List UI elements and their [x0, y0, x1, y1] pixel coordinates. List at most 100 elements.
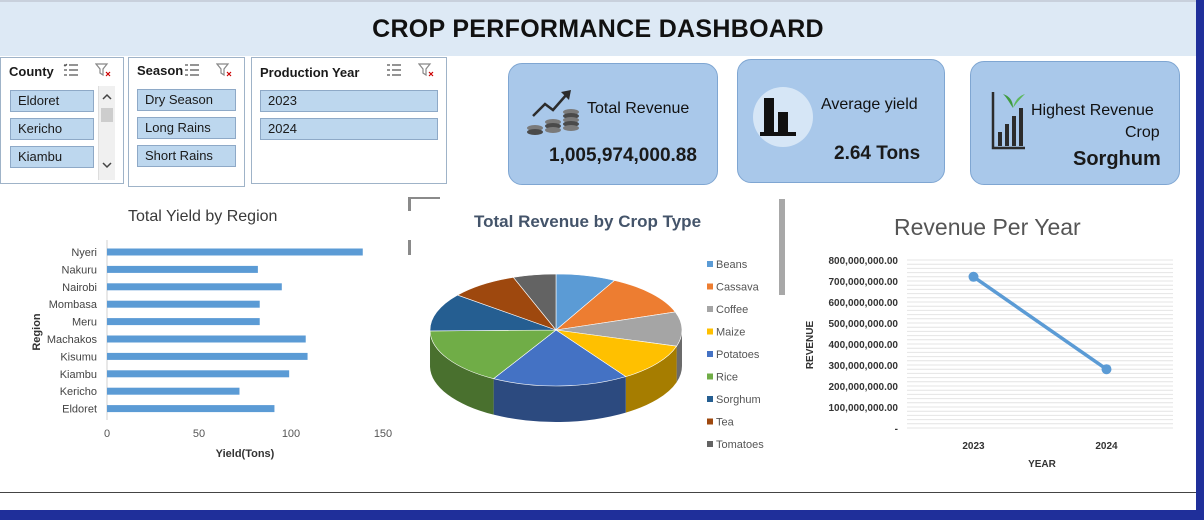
line-y-tick-label: 100,000,000.00: [828, 403, 898, 414]
county-item-kiambu[interactable]: Kiambu: [10, 146, 94, 168]
bar-meru: [107, 318, 260, 326]
window-right-border: [1196, 0, 1204, 520]
legend-label-beans: Beans: [716, 259, 748, 271]
pie-slice-tomatoes: [512, 273, 557, 331]
bar-machakos: [107, 335, 306, 343]
multi-select-icon[interactable]: [184, 63, 200, 77]
revenue-growth-icon: [527, 90, 579, 135]
revenue-by-crop-chart: Beans Cassava Coffee Maize Potatoes Rice Sorgh…: [429, 259, 764, 451]
legend-label-maize: Maize: [716, 327, 745, 339]
bar-category-label: Kisumu: [60, 351, 97, 363]
pie-chart-title: Total Revenue by Crop Type: [474, 212, 702, 231]
bar-kiambu: [107, 370, 290, 378]
bar-mombasa: [107, 300, 260, 308]
bar-category-label: Nairobi: [62, 282, 97, 294]
line-y-tick-label: 800,000,000.00: [828, 256, 898, 267]
bar-category-label: Machakos: [47, 334, 98, 346]
line-point-2024: [1101, 364, 1112, 375]
scroll-up-icon[interactable]: [100, 92, 114, 102]
revenue-line: [972, 275, 1108, 371]
kpi-total-revenue: Total Revenue 1,005,974,000.88: [508, 63, 718, 185]
pie-slice-potatoes: [492, 329, 627, 387]
line-x-tick-label: 2023: [962, 441, 985, 452]
pie-side-coffee: [676, 330, 682, 383]
bar-category-label: Kericho: [60, 386, 97, 398]
county-slicer[interactable]: County Eldoret Kericho Kiambu: [0, 57, 124, 184]
legend-swatch-sorghum: [707, 396, 713, 402]
yield-by-region-chart: Nyeri Nakuru Nairobi Mombasa Meru Machakos Kis…: [31, 240, 392, 460]
bar-nyeri: [107, 248, 363, 256]
dashboard-title: CROP PERFORMANCE DASHBOARD: [372, 14, 824, 43]
window-top-border: [0, 0, 1204, 2]
clear-filter-icon[interactable]: [95, 63, 111, 77]
bar-nairobi: [107, 283, 282, 291]
county-slicer-header: County: [9, 64, 54, 79]
bar-y-axis-title: Region: [31, 313, 43, 351]
legend-swatch-maize: [707, 328, 713, 335]
legend-swatch-coffee: [707, 306, 713, 312]
legend-label-sorghum: Sorghum: [716, 394, 761, 406]
legend-swatch-rice: [707, 373, 713, 380]
clear-filter-icon[interactable]: [418, 63, 434, 77]
kpi-yield-label: Average yield: [821, 96, 918, 113]
line-y-tick-label: 700,000,000.00: [828, 277, 898, 288]
legend-label-tomatoes: Tomatoes: [716, 439, 764, 451]
legend-swatch-tomatoes: [707, 441, 713, 447]
year-slicer-header: Production Year: [260, 65, 360, 80]
season-item-long-rains[interactable]: Long Rains: [137, 117, 236, 139]
line-chart-title: Revenue Per Year: [894, 214, 1081, 240]
year-slicer[interactable]: Production Year 2023 2024: [251, 57, 447, 184]
season-item-short-rains[interactable]: Short Rains: [137, 145, 236, 167]
pie-slice-rice: [429, 329, 557, 379]
revenue-per-year-chart: - 100,000,000.00 200,000,000.00 300,000,000…: [805, 256, 1173, 470]
bar-category-label: Kiambu: [60, 369, 97, 381]
bar-eldoret: [107, 405, 275, 413]
sheet-gridline: [0, 492, 1196, 493]
plant-growth-chart-icon: [991, 92, 1025, 150]
season-item-dry-season[interactable]: Dry Season: [137, 89, 236, 111]
county-scroll-thumb[interactable]: [101, 108, 113, 122]
clear-filter-icon[interactable]: [216, 63, 232, 77]
pie-slice-sorghum: [429, 294, 557, 332]
line-y-tick-label: 200,000,000.00: [828, 382, 898, 393]
season-slicer[interactable]: Season Dry Season Long Rains Short Rains: [128, 57, 245, 187]
legend-label-cassava: Cassava: [716, 282, 760, 294]
pie-side-potatoes: [493, 376, 626, 422]
line-y-tick-label: 400,000,000.00: [828, 340, 898, 351]
legend-label-tea: Tea: [716, 417, 735, 429]
bar-chart-icon: [753, 87, 813, 147]
chart-divider: [408, 240, 411, 255]
bar-x-axis-title: Yield(Tons): [216, 448, 275, 460]
kpi-revenue-label: Total Revenue: [587, 100, 690, 117]
chart-divider: [779, 199, 785, 295]
bar-category-label: Meru: [72, 317, 97, 329]
pie-side-maize: [625, 346, 677, 413]
bar-category-label: Mombasa: [49, 299, 98, 311]
line-point-2023: [968, 271, 979, 282]
legend-label-rice: Rice: [716, 372, 738, 384]
pie-side-rice: [430, 330, 494, 415]
legend-swatch-tea: [707, 418, 713, 425]
year-item-2024[interactable]: 2024: [260, 118, 438, 140]
county-scrollbar[interactable]: [98, 86, 115, 180]
bar-category-label: Nyeri: [71, 247, 97, 259]
kpi-crop-value: Sorghum: [1073, 148, 1161, 170]
year-item-2023[interactable]: 2023: [260, 90, 438, 112]
bar-x-tick-label: 100: [282, 428, 300, 440]
multi-select-icon[interactable]: [386, 63, 402, 77]
multi-select-icon[interactable]: [63, 63, 79, 77]
kpi-crop-label-line2: Crop: [1125, 124, 1160, 141]
kpi-revenue-value: 1,005,974,000.88: [549, 145, 697, 166]
legend-swatch-cassava: [707, 283, 713, 290]
county-item-kericho[interactable]: Kericho: [10, 118, 94, 140]
line-y-axis-title: REVENUE: [805, 321, 816, 370]
bar-chart-title: Total Yield by Region: [128, 208, 278, 225]
bar-category-label: Eldoret: [62, 404, 97, 416]
scroll-down-icon[interactable]: [100, 160, 114, 170]
kpi-average-yield: Average yield 2.64 Tons: [737, 59, 945, 183]
line-x-tick-label: 2024: [1095, 441, 1118, 452]
pie-slice-coffee: [555, 311, 683, 347]
kpi-crop-label-line1: Highest Revenue: [1031, 102, 1154, 119]
county-item-eldoret[interactable]: Eldoret: [10, 90, 94, 112]
line-y-tick-label: 500,000,000.00: [828, 319, 898, 330]
